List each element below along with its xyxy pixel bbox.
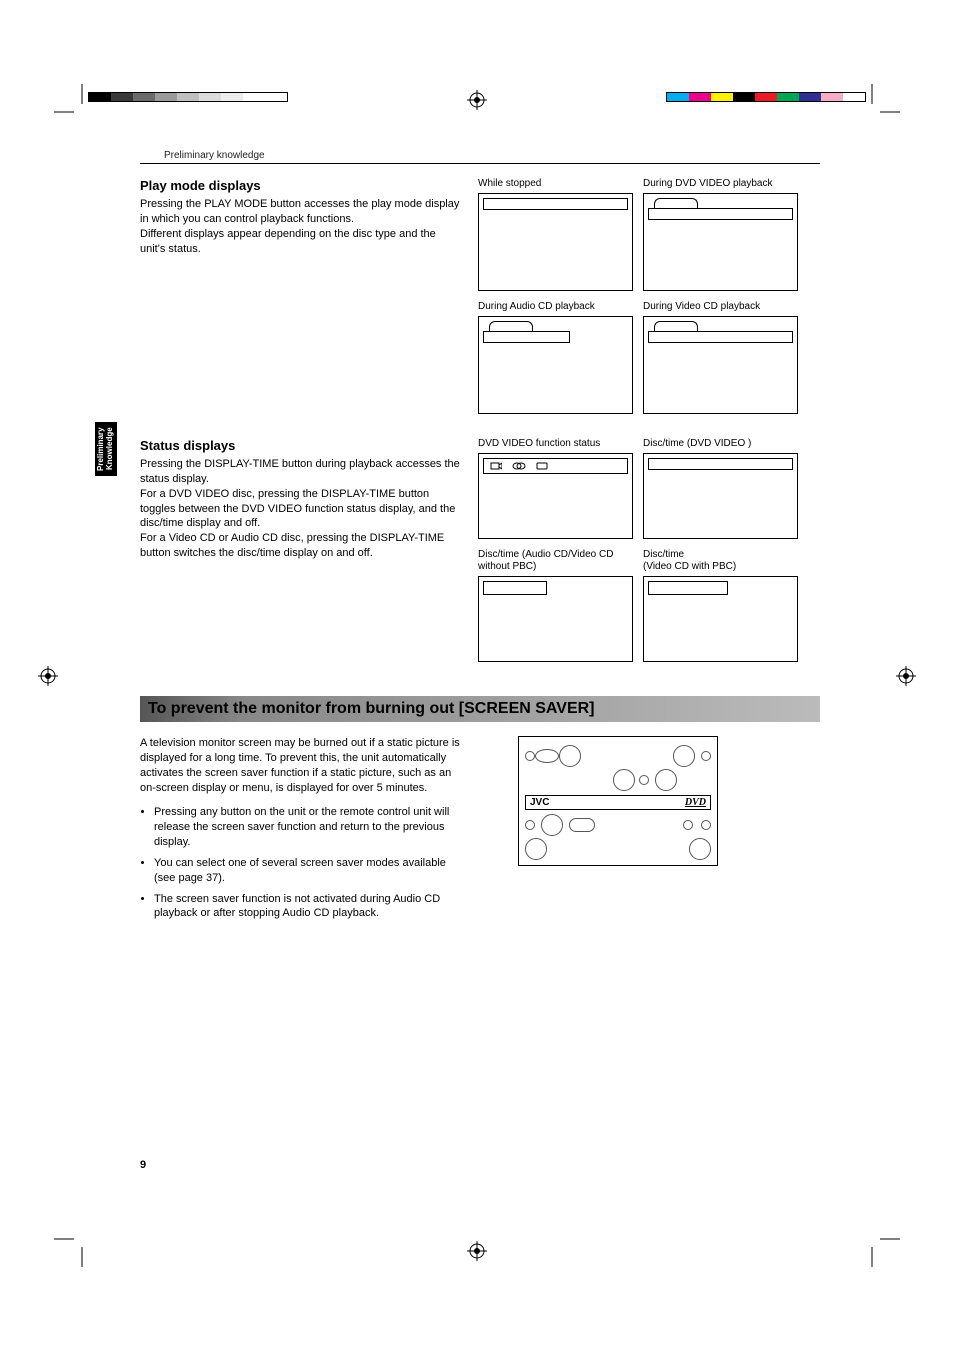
running-header: Preliminary knowledge bbox=[140, 150, 820, 164]
osd-frame bbox=[478, 576, 633, 662]
saver-b3: The screen saver function is not activat… bbox=[154, 892, 460, 922]
screensaver-figure: JVC DVD bbox=[518, 736, 718, 866]
osd-tab bbox=[654, 321, 698, 331]
osd-frame bbox=[643, 316, 798, 414]
crop-mark bbox=[54, 1227, 94, 1267]
audio-icon bbox=[512, 461, 526, 471]
osd-frame bbox=[643, 576, 798, 662]
saver-b1: Pressing any button on the unit or the r… bbox=[154, 805, 460, 850]
caption-func-status: DVD VIDEO function status bbox=[478, 438, 633, 450]
osd-tab bbox=[489, 321, 533, 331]
osd-bar bbox=[483, 198, 628, 210]
caption-disc-time-pbc: Disc/time (Video CD with PBC) bbox=[643, 549, 798, 573]
osd-frame bbox=[643, 193, 798, 291]
crop-mark bbox=[860, 1227, 900, 1267]
status-p1: Pressing the DISPLAY-TIME button during … bbox=[140, 457, 460, 487]
status-p2: For a DVD VIDEO disc, pressing the DISPL… bbox=[140, 487, 460, 532]
status-title: Status displays bbox=[140, 438, 460, 453]
registration-mark bbox=[38, 666, 58, 686]
saver-p1: A television monitor screen may be burne… bbox=[140, 736, 460, 795]
play-mode-p2: Different displays appear depending on t… bbox=[140, 227, 460, 257]
brand-label: JVC bbox=[530, 797, 549, 808]
osd-bar bbox=[648, 208, 793, 220]
colorbar-grayscale bbox=[88, 92, 288, 102]
caption-stopped: While stopped bbox=[478, 178, 633, 190]
osd-small-bar bbox=[483, 581, 547, 595]
status-p3: For a Video CD or Audio CD disc, pressin… bbox=[140, 531, 460, 561]
registration-mark bbox=[467, 90, 487, 110]
dvd-logo: DVD bbox=[685, 797, 706, 808]
play-mode-title: Play mode displays bbox=[140, 178, 460, 193]
side-tab: Preliminary Knowledge bbox=[95, 422, 117, 476]
osd-frame bbox=[478, 193, 633, 291]
osd-bar bbox=[648, 458, 793, 470]
subtitle-icon bbox=[536, 461, 548, 471]
crop-mark bbox=[54, 84, 94, 124]
caption-dvd: During DVD VIDEO playback bbox=[643, 178, 798, 190]
crop-mark bbox=[860, 84, 900, 124]
osd-bar bbox=[483, 331, 570, 343]
caption-video-cd: During Video CD playback bbox=[643, 301, 798, 313]
camera-icon bbox=[490, 461, 502, 471]
caption-disc-time-cd: Disc/time (Audio CD/Video CD without PBC… bbox=[478, 549, 633, 573]
saver-b2: You can select one of several screen sav… bbox=[154, 856, 460, 886]
osd-frame bbox=[478, 316, 633, 414]
osd-tab bbox=[654, 198, 698, 208]
screensaver-banner: To prevent the monitor from burning out … bbox=[140, 696, 820, 722]
osd-bar bbox=[648, 331, 793, 343]
play-mode-p1: Pressing the PLAY MODE button accesses t… bbox=[140, 197, 460, 227]
osd-frame bbox=[643, 453, 798, 539]
caption-disc-time-dvd: Disc/time (DVD VIDEO ) bbox=[643, 438, 798, 450]
icon-row bbox=[483, 458, 628, 474]
registration-mark bbox=[467, 1241, 487, 1261]
caption-audio-cd: During Audio CD playback bbox=[478, 301, 633, 313]
osd-small-bar bbox=[648, 581, 728, 595]
colorbar-color bbox=[666, 92, 866, 102]
osd-frame bbox=[478, 453, 633, 539]
saver-bullets: Pressing any button on the unit or the r… bbox=[140, 805, 460, 921]
page-number: 9 bbox=[140, 1159, 146, 1171]
registration-mark bbox=[896, 666, 916, 686]
